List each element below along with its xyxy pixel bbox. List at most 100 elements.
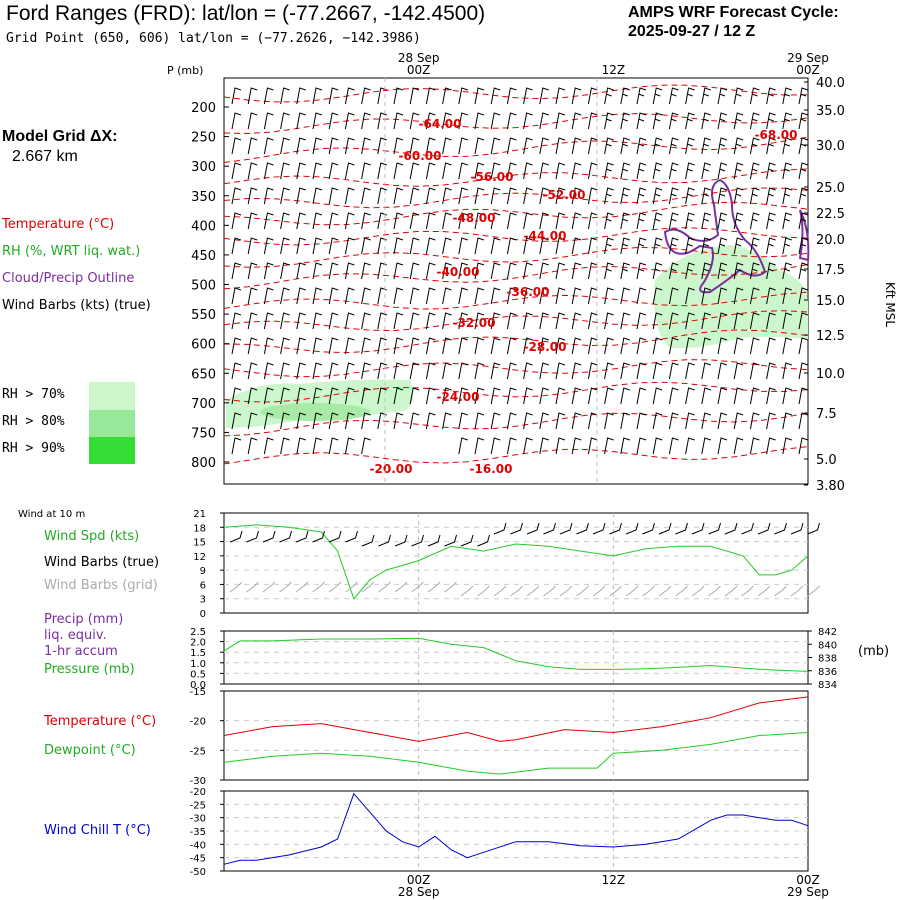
bottom-time-label: 00Z <box>407 873 431 887</box>
wind-barb <box>636 262 647 280</box>
wind-barb <box>571 362 582 380</box>
wind-barb <box>312 137 323 155</box>
wind-barb <box>555 187 566 205</box>
wind-barb <box>344 437 355 455</box>
wind10m-barb-true <box>493 522 507 535</box>
rh-swatch-70 <box>89 382 135 410</box>
pressure-tick-label: 550 <box>191 308 216 323</box>
wind10m-title: Wind at 10 m <box>18 509 86 520</box>
wind10m-barb-grid <box>444 581 457 593</box>
pressure-tick-label: 500 <box>191 279 216 294</box>
isotherm-line <box>223 310 809 332</box>
wind-barb <box>231 387 242 405</box>
wind-barb <box>328 212 339 230</box>
wind-barb <box>263 337 274 355</box>
wind10m-barb-true <box>807 522 820 535</box>
wind-barb <box>749 262 760 280</box>
wind-barb <box>555 337 566 355</box>
wind-barb <box>361 87 371 105</box>
wind-barb <box>312 112 323 130</box>
wind-barb <box>701 337 711 355</box>
wind10m-barb-grid <box>378 581 391 593</box>
wind-barb <box>361 137 371 155</box>
wind-barb <box>636 212 647 230</box>
wind-barb <box>523 337 533 355</box>
pressure-line <box>223 637 809 672</box>
wind-barb <box>490 412 501 430</box>
wind-barb <box>733 237 744 255</box>
wind-barb <box>604 437 614 455</box>
height-tick-label: 12.5 <box>816 329 845 344</box>
wind-barb <box>377 162 387 180</box>
wind-barb <box>587 87 598 105</box>
wind-barb <box>717 187 728 205</box>
wind10m-barb-true <box>411 534 424 547</box>
wind-barb <box>733 262 744 280</box>
wind-barb <box>539 287 549 305</box>
wind-barb <box>247 137 258 155</box>
wind-barb <box>798 362 809 380</box>
wind-barb <box>393 312 404 330</box>
wind-barb <box>506 312 517 330</box>
top-date-label: 28 Sep <box>398 51 440 65</box>
legend-windchill: Wind Chill T (°C) <box>44 823 151 838</box>
wind-barb <box>393 287 404 305</box>
wind-barb <box>782 412 792 430</box>
rh-swatch-80 <box>89 410 135 437</box>
wind-barb <box>685 437 695 455</box>
wind-barb <box>247 437 258 455</box>
wind-barb <box>296 387 306 405</box>
wind-barb <box>490 362 501 380</box>
wind-barb <box>620 337 630 355</box>
wind-barb <box>506 237 517 255</box>
wind-barb <box>280 287 290 305</box>
wind10m-barb-true <box>460 534 474 547</box>
wind-barb <box>798 212 809 230</box>
wind10m-barb-grid <box>328 581 342 593</box>
wind-barb <box>474 137 485 155</box>
wind-barb <box>749 187 760 205</box>
wind-barb <box>506 112 517 130</box>
wind-barb <box>296 112 306 130</box>
wind-barb <box>523 212 533 230</box>
wind-barb <box>344 237 355 255</box>
wind-barb <box>280 412 290 430</box>
pressure-unit-label: (mb) <box>858 644 889 659</box>
wind-barb <box>668 362 679 380</box>
wind-barb <box>668 287 679 305</box>
legend-dewpoint: Dewpoint (°C) <box>44 743 136 758</box>
wind-barb <box>523 112 533 130</box>
wind-barb <box>571 237 582 255</box>
wind-barb <box>555 387 566 405</box>
wind-barb <box>280 187 290 205</box>
legend-wind: Wind Barbs (kts) (true) <box>2 298 151 313</box>
wind-barb <box>490 387 501 405</box>
wind-barb <box>782 162 792 180</box>
wind-barb <box>442 262 452 280</box>
wind-barb <box>263 187 274 205</box>
wind-barb <box>361 362 371 380</box>
wind-barb <box>247 337 258 355</box>
wind-barb <box>782 312 792 330</box>
wind-barb <box>393 362 404 380</box>
panel-frame <box>223 690 809 781</box>
wind-barb <box>766 187 776 205</box>
wind-barb <box>636 287 647 305</box>
wind10m-barb-true <box>394 534 408 547</box>
wind-barb <box>409 412 420 430</box>
wind-barb <box>393 337 404 355</box>
isotherm-label: -64.00 <box>419 117 462 131</box>
wind-barb <box>555 212 566 230</box>
wind10m-barb-grid <box>658 585 672 597</box>
wind-barb <box>328 162 339 180</box>
wind-barb <box>539 87 549 105</box>
wind-barb <box>685 362 695 380</box>
wind-barb <box>604 162 614 180</box>
wind-barb <box>668 137 679 155</box>
wind-barb <box>506 387 517 405</box>
wind-barb <box>247 162 258 180</box>
wind10m-barb-true <box>774 522 787 535</box>
pressure-tick-label: 450 <box>191 249 216 264</box>
wind-barb <box>393 137 404 155</box>
bottom-date-label: 29 Sep <box>787 885 829 899</box>
